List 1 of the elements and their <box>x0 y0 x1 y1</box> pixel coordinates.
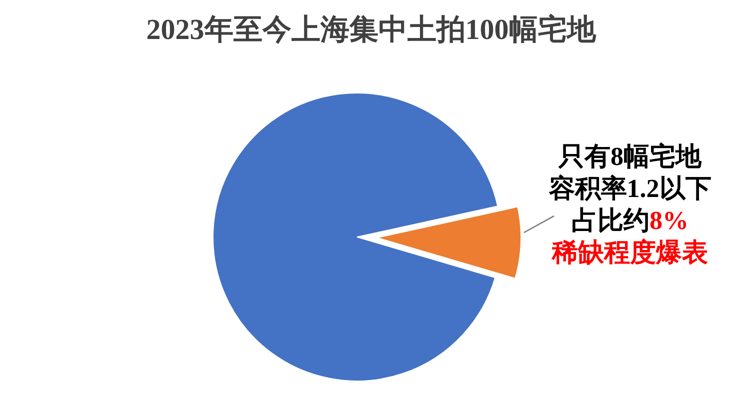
title: 2023年至今上海集中土拍100幅宅地 <box>146 14 596 46</box>
